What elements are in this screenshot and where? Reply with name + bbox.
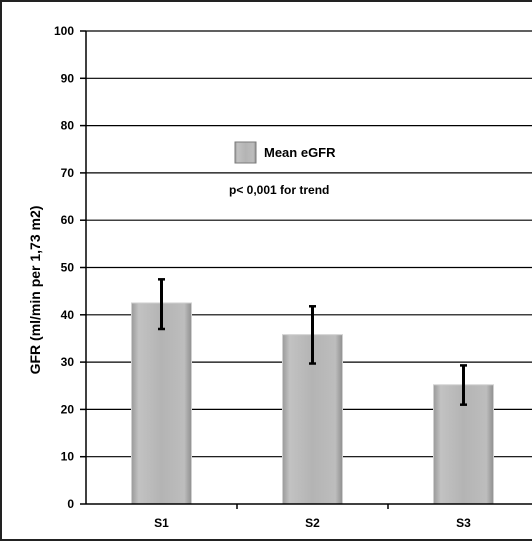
y-tick-label: 20 — [61, 402, 75, 416]
y-tick-label: 70 — [61, 166, 75, 180]
y-tick-label: 90 — [61, 71, 75, 85]
x-axis-ticks: S1 S2 S3 — [154, 504, 471, 530]
y-tick-label: 40 — [61, 308, 75, 322]
legend: Mean eGFR — [234, 141, 336, 164]
y-axis-ticks: 0 10 20 30 40 50 60 70 80 90 100 — [54, 24, 86, 511]
axes — [85, 31, 532, 505]
y-tick-label: 50 — [61, 261, 75, 275]
bar-S1 — [131, 302, 192, 505]
y-tick-label: 80 — [61, 119, 75, 133]
x-tick-label: S3 — [456, 516, 471, 530]
y-axis-title: GFR (ml/min per 1,73 m2) — [27, 206, 43, 375]
trend-annotation: p< 0,001 for trend — [229, 183, 329, 197]
y-tick-label: 100 — [54, 24, 74, 38]
x-tick-label: S1 — [154, 516, 169, 530]
y-tick-label: 10 — [61, 450, 75, 464]
y-tick-label: 30 — [61, 355, 75, 369]
legend-label: Mean eGFR — [264, 145, 336, 160]
error-bars — [158, 278, 467, 406]
y-tick-label: 60 — [61, 213, 75, 227]
legend-swatch — [234, 141, 257, 164]
y-tick-label: 0 — [67, 497, 74, 511]
x-tick-label: S2 — [305, 516, 320, 530]
